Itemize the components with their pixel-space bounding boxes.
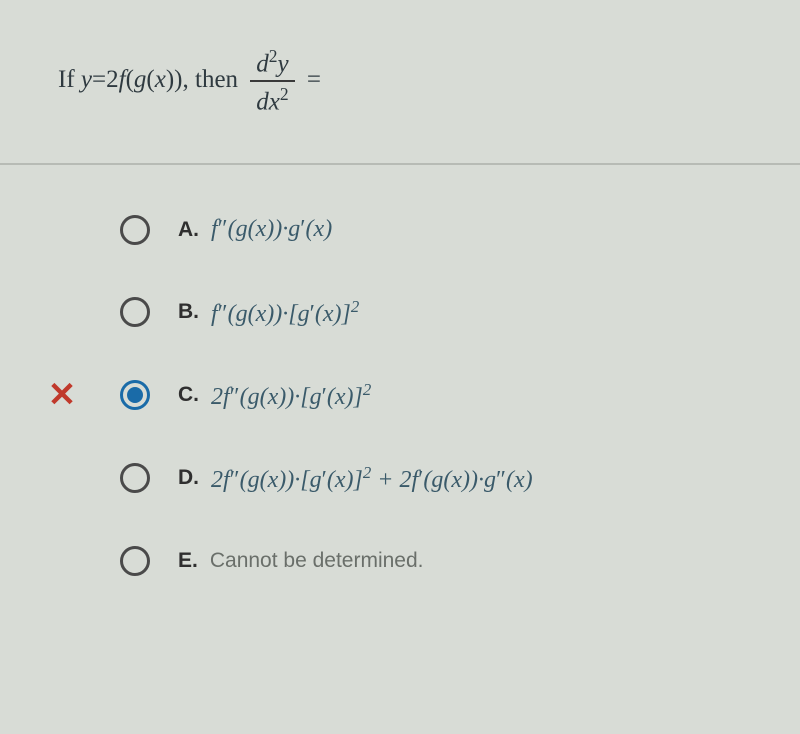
radio-b[interactable] [120,297,150,327]
radio-d[interactable] [120,463,150,493]
fraction-denominator: dx2 [250,82,294,116]
choice-d-math: 2f″(g(x))·[g′(x)]2 + 2f′(g(x))·g″(x) [211,463,533,494]
fraction-numerator: d2y [250,46,294,82]
choice-letter: E. [178,549,198,573]
radio-a[interactable] [120,215,150,245]
question-stem: If y=2f(g(x)), then d2y dx2 = [0,0,800,147]
choice-a-math: f″(g(x))·g′(x) [211,216,332,243]
question-prefix: If [58,66,81,93]
choice-b[interactable]: B. f″(g(x))·[g′(x)]2 [120,297,770,328]
choice-e[interactable]: E. Cannot be determined. [120,546,770,576]
question-suffix: = [307,66,321,93]
fraction: d2y dx2 [250,46,294,117]
choice-b-math: f″(g(x))·[g′(x)]2 [211,297,359,328]
choice-letter: A. [178,218,199,242]
radio-e[interactable] [120,546,150,576]
x-icon: ✕ [48,376,77,414]
choice-a[interactable]: A. f″(g(x))·g′(x) [120,215,770,245]
wrong-marker: ✕ [42,375,82,415]
choice-letter: C. [178,383,199,407]
choice-letter: D. [178,466,199,490]
choice-d[interactable]: D. 2f″(g(x))·[g′(x)]2 + 2f′(g(x))·g″(x) [120,463,770,494]
radio-dot [127,387,143,403]
choice-e-text: Cannot be determined. [210,549,424,573]
question-lhs: y=2f(g(x)), [81,66,189,93]
radio-c[interactable] [120,380,150,410]
question-mid: then [195,66,244,93]
choice-letter: B. [178,300,199,324]
choices-list: A. f″(g(x))·g′(x) B. f″(g(x))·[g′(x)]2 ✕… [0,165,800,576]
choice-c[interactable]: ✕ C. 2f″(g(x))·[g′(x)]2 [120,380,770,411]
choice-c-math: 2f″(g(x))·[g′(x)]2 [211,380,371,411]
